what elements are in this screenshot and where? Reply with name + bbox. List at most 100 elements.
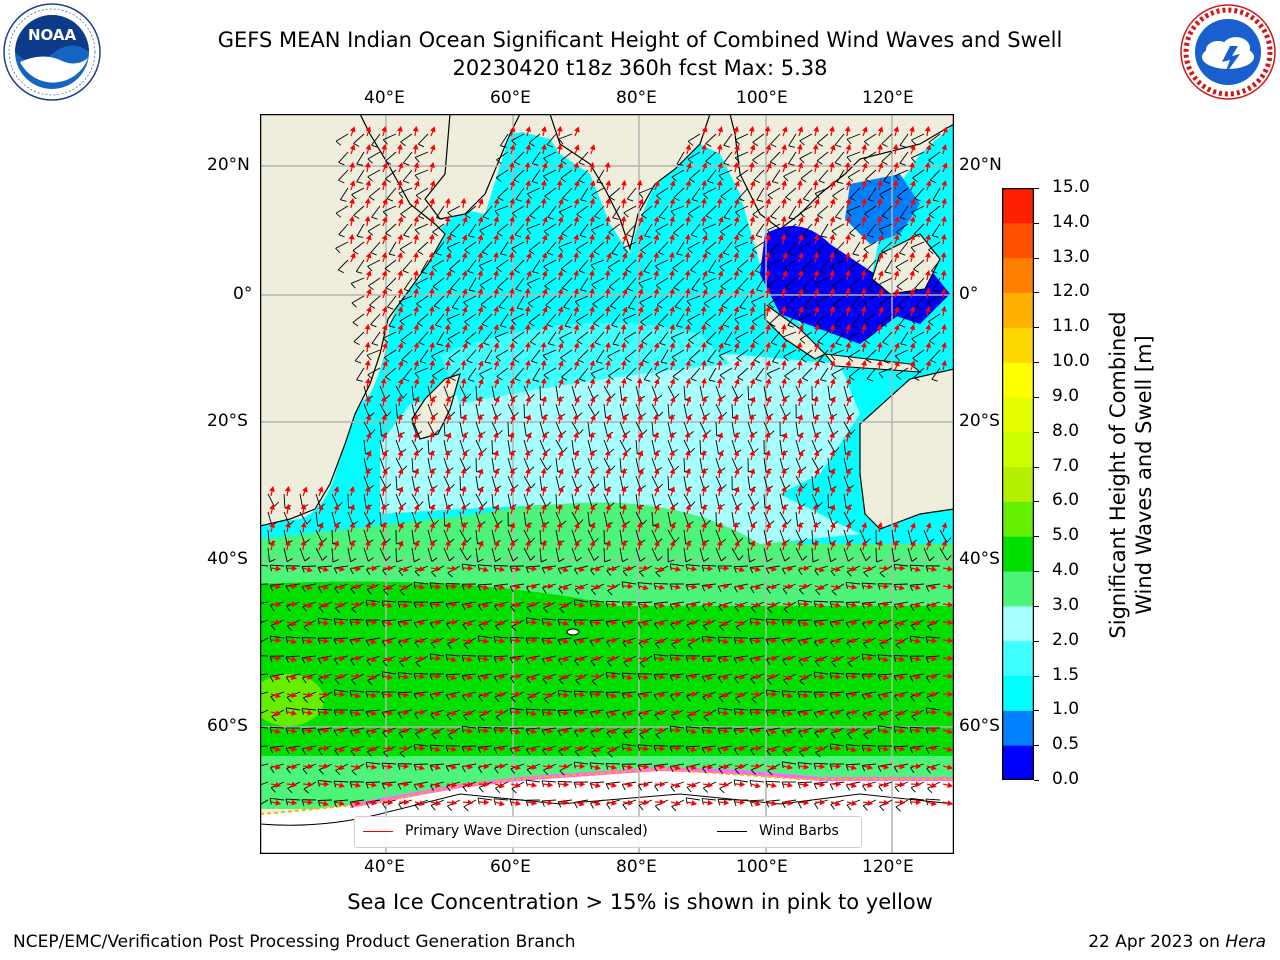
wind-barb — [431, 367, 445, 380]
wave-direction-arrowhead — [797, 288, 804, 295]
wave-direction-arrowhead — [764, 125, 771, 132]
wind-barb — [317, 799, 333, 807]
wave-direction-arrowhead — [813, 306, 820, 313]
wind-barb — [816, 133, 829, 147]
wind-barb — [621, 691, 637, 700]
wave-direction-arrowhead — [878, 234, 884, 241]
wind-barb — [747, 547, 756, 563]
wind-barb — [587, 529, 599, 544]
wave-direction-arrowhead — [684, 251, 691, 258]
wind-barb — [578, 169, 589, 184]
wind-barb — [832, 187, 845, 201]
wind-barb — [699, 421, 711, 435]
wave-direction-arrowhead — [909, 234, 916, 241]
wave-direction-arrowhead — [797, 162, 804, 169]
left-lat-label: 20°S — [207, 411, 248, 431]
wave-direction-arrowhead — [860, 215, 867, 222]
colorbar-tick-mark — [1034, 396, 1039, 398]
wind-barb — [816, 241, 829, 255]
wave-direction-arrowhead — [813, 234, 820, 241]
wind-barb — [739, 295, 749, 310]
wind-barb — [608, 367, 621, 381]
wind-barb — [435, 205, 445, 220]
wind-barb — [573, 690, 589, 698]
wave-direction-arrowhead — [381, 324, 388, 331]
wind-barb — [419, 349, 429, 364]
wind-barb — [384, 367, 397, 381]
wind-barb — [577, 349, 589, 364]
wind-barb — [571, 547, 582, 562]
wind-barb — [331, 493, 343, 508]
wind-barb — [927, 295, 941, 307]
wind-barb — [722, 313, 733, 328]
wave-direction-arrowhead — [605, 180, 612, 186]
wind-barb — [539, 547, 548, 563]
wave-direction-arrowhead — [781, 180, 787, 186]
wave-direction-arrowhead — [925, 233, 931, 240]
wave-direction-arrowhead — [717, 234, 724, 241]
wind-barb — [622, 241, 637, 253]
wave-direction-arrowhead — [397, 306, 404, 313]
wind-barb — [413, 743, 429, 751]
wind-barb — [479, 223, 493, 236]
wind-barb — [915, 295, 925, 310]
wind-barb — [847, 349, 861, 362]
wind-barb — [480, 295, 493, 309]
wave-direction-arrowhead — [910, 144, 916, 151]
wave-direction-arrowhead — [477, 288, 484, 295]
wind-barb — [415, 277, 429, 290]
colorbar-tick-label: 9.0 — [1052, 385, 1080, 406]
wave-direction-arrowhead — [766, 162, 772, 169]
wind-barb — [353, 133, 365, 147]
wind-barb — [523, 547, 536, 561]
wind-barb — [865, 169, 877, 183]
wave-direction-arrowhead — [717, 126, 724, 133]
wind-barb — [835, 331, 845, 346]
wind-barb — [911, 205, 925, 218]
wave-direction-arrowhead — [878, 306, 884, 313]
wind-barb — [461, 745, 477, 753]
wind-barb — [832, 295, 845, 309]
wind-barb — [435, 241, 445, 256]
wave-direction-arrowhead — [446, 234, 452, 241]
left-lat-label: 60°S — [207, 716, 248, 736]
wind-barb — [658, 241, 669, 256]
wind-barb — [260, 691, 269, 695]
wind-barb — [765, 799, 781, 808]
wave-direction-arrowhead — [894, 198, 900, 205]
wave-direction-arrowhead — [509, 144, 516, 151]
wind-barb — [417, 133, 429, 148]
wind-barb — [427, 547, 438, 562]
wind-barb — [608, 277, 621, 291]
wind-barb — [861, 763, 877, 772]
wave-direction-arrowhead — [765, 144, 772, 151]
wind-barb — [909, 797, 925, 805]
wind-barb — [861, 653, 877, 661]
wave-direction-arrowhead — [844, 161, 851, 168]
wave-direction-arrowhead — [845, 180, 852, 187]
wave-direction-arrowhead — [461, 234, 468, 241]
wind-barb — [621, 672, 637, 680]
wind-barb — [301, 799, 317, 806]
wind-barb — [733, 565, 749, 573]
wind-barb — [515, 187, 525, 202]
wave-direction-arrowhead — [669, 233, 675, 240]
wave-direction-arrowhead — [430, 126, 436, 133]
wind-barb — [817, 331, 829, 345]
wave-direction-arrowhead — [749, 180, 756, 187]
colorbar-segment — [1002, 188, 1034, 224]
wave-direction-arrowhead — [829, 251, 835, 258]
colorbar-tick-label: 14.0 — [1052, 211, 1090, 232]
wind-barb — [352, 241, 365, 255]
wind-barb — [717, 707, 733, 715]
right-lat-label: 0° — [959, 284, 979, 304]
wave-direction-arrowhead — [541, 143, 547, 150]
wave-direction-arrowhead — [414, 180, 420, 187]
wind-barb — [260, 619, 269, 624]
colorbar-tick-label: 15.0 — [1052, 177, 1090, 197]
wind-barb — [653, 582, 669, 590]
colorbar-segment — [1002, 501, 1034, 537]
wind-barb — [848, 367, 861, 381]
wind-barb — [795, 475, 808, 489]
wave-direction-arrowhead — [605, 197, 611, 204]
